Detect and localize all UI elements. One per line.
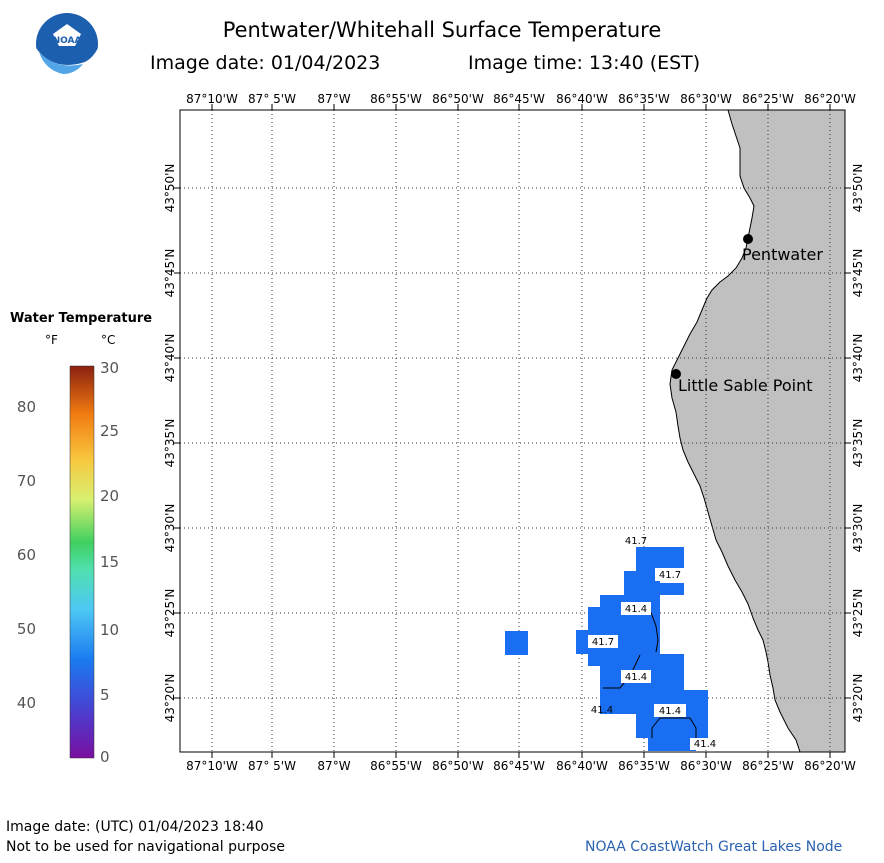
little-sable-point-marker	[671, 369, 681, 379]
page-title: Pentwater/Whitehall Surface Temperature	[222, 18, 662, 42]
legend-unit-c: °C	[101, 333, 116, 347]
lon-label: 86°40'W	[556, 759, 608, 773]
image-date: Image date: 01/04/2023	[150, 52, 381, 74]
lon-label: 86°20'W	[804, 759, 856, 773]
lat-label: 43°25'N	[851, 589, 865, 638]
temperature-colorbar: 80 70 60 50 40 30 25 20 15 10 5 0	[17, 359, 119, 766]
f-tick-label: 50	[17, 620, 36, 638]
temperature-label: 41.4	[659, 706, 681, 717]
utc-image-date: Image date: (UTC) 01/04/2023 18:40	[6, 819, 264, 835]
colorbar-gradient	[69, 365, 95, 759]
source-credit: NOAA CoastWatch Great Lakes Node	[585, 839, 843, 855]
c-tick-label: 30	[100, 359, 119, 377]
lon-label: 86°35'W	[618, 92, 670, 106]
lon-label: 86°50'W	[432, 759, 484, 773]
lon-label: 87°10'W	[186, 92, 238, 106]
lon-label: 86°45'W	[493, 92, 545, 106]
temperature-label: 41.4	[591, 705, 613, 716]
lon-label: 87° 5'W	[248, 92, 296, 106]
lat-label: 43°30'N	[163, 504, 177, 553]
noaa-logo: NOAA	[36, 13, 98, 76]
lon-label: 87° 5'W	[248, 759, 296, 773]
lat-label: 43°30'N	[851, 504, 865, 553]
temperature-label: 41.4	[694, 739, 716, 750]
lon-label: 86°30'W	[680, 759, 732, 773]
graticule	[180, 110, 845, 752]
c-tick-label: 20	[100, 487, 119, 505]
navigation-disclaimer: Not to be used for navigational purpose	[6, 839, 285, 855]
lat-label: 43°45'N	[851, 249, 865, 298]
temperature-data-pixel	[505, 631, 528, 655]
lat-label: 43°45'N	[163, 249, 177, 298]
lon-label: 87°W	[317, 759, 350, 773]
lat-label: 43°20'N	[163, 674, 177, 723]
lat-label: 43°50'N	[851, 164, 865, 213]
image-time: Image time: 13:40 (EST)	[468, 52, 701, 74]
lat-label: 43°50'N	[163, 164, 177, 213]
temperature-map: 41.7 41.7 41.4 41.7 41.4 41.4 41.4 41.4 …	[163, 92, 865, 773]
lon-label: 86°25'W	[742, 759, 794, 773]
temperature-label: 41.7	[659, 570, 681, 581]
pentwater-marker	[743, 234, 753, 244]
c-tick-label: 15	[100, 553, 119, 571]
lon-label: 86°55'W	[370, 92, 422, 106]
c-tick-label: 5	[100, 686, 110, 704]
lon-label: 86°35'W	[618, 759, 670, 773]
c-tick-label: 25	[100, 422, 119, 440]
temperature-data-region	[576, 547, 708, 751]
lon-label: 86°20'W	[804, 92, 856, 106]
lat-label: 43°35'N	[163, 419, 177, 468]
lat-label: 43°40'N	[163, 334, 177, 383]
lon-label: 86°45'W	[493, 759, 545, 773]
place-label-little-sable-point: Little Sable Point	[678, 376, 813, 395]
legend-title: Water Temperature	[10, 311, 153, 326]
lat-label: 43°20'N	[851, 674, 865, 723]
lat-label: 43°25'N	[163, 589, 177, 638]
c-tick-label: 0	[100, 748, 110, 766]
temperature-label: 41.4	[625, 672, 647, 683]
axis-ticks	[174, 104, 851, 758]
c-tick-label: 10	[100, 621, 119, 639]
lon-label: 86°55'W	[370, 759, 422, 773]
f-tick-label: 60	[17, 546, 36, 564]
lat-label: 43°40'N	[851, 334, 865, 383]
lon-label: 86°25'W	[742, 92, 794, 106]
map-frame	[179, 109, 846, 753]
lon-label: 87°10'W	[186, 759, 238, 773]
lon-label: 87°W	[317, 92, 350, 106]
place-label-pentwater: Pentwater	[742, 245, 823, 264]
legend-unit-f: °F	[45, 333, 58, 347]
logo-text: NOAA	[53, 36, 82, 46]
f-tick-label: 40	[17, 694, 36, 712]
lon-label: 86°40'W	[556, 92, 608, 106]
temperature-label: 41.4	[625, 604, 647, 615]
lon-label: 86°50'W	[432, 92, 484, 106]
lat-label: 43°35'N	[851, 419, 865, 468]
f-tick-label: 80	[17, 398, 36, 416]
f-tick-label: 70	[17, 472, 36, 490]
lon-label: 86°30'W	[680, 92, 732, 106]
temperature-label: 41.7	[625, 536, 647, 547]
land-michigan-shore	[669, 109, 846, 753]
temperature-label: 41.7	[592, 637, 614, 648]
